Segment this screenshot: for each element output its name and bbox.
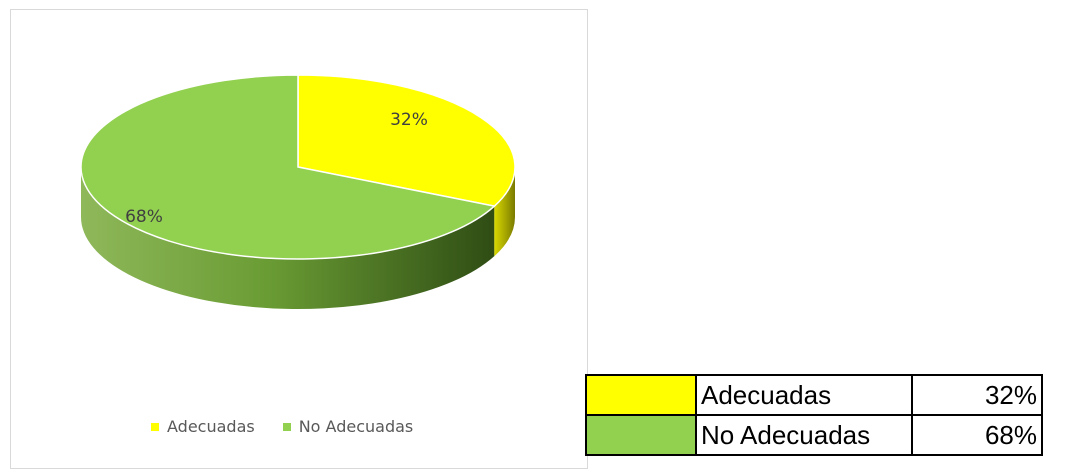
table-label-adecuadas: Adecuadas <box>695 374 913 416</box>
table-swatch-no-adecuadas <box>585 414 697 456</box>
table-label-no-adecuadas: No Adecuadas <box>695 414 913 456</box>
pie-side-green <box>81 167 495 310</box>
legend-swatch-no-adecuadas <box>282 422 291 431</box>
pie-slice-no-adecuadas <box>80 74 496 260</box>
chart-legend: Adecuadas No Adecuadas <box>151 417 441 436</box>
legend-item-no-adecuadas: No Adecuadas <box>282 417 414 436</box>
pie-chart: 32% 68% <box>80 74 516 310</box>
data-label-adecuadas: 32% <box>390 110 428 130</box>
pie-slice-adecuadas <box>297 74 516 207</box>
data-table: Adecuadas 32% No Adecuadas 68% <box>585 374 1043 456</box>
data-label-no-adecuadas: 68% <box>125 207 163 227</box>
pie-side-yellow <box>494 167 515 257</box>
table-value-no-adecuadas: 68% <box>911 414 1043 456</box>
table-row: Adecuadas 32% <box>585 374 1043 416</box>
legend-swatch-adecuadas <box>151 422 159 431</box>
legend-label-adecuadas: Adecuadas <box>167 417 255 436</box>
table-value-adecuadas: 32% <box>911 374 1043 416</box>
legend-label-no-adecuadas: No Adecuadas <box>298 417 414 436</box>
table-swatch-adecuadas <box>585 374 697 416</box>
chart-frame: 32% 68% Adecuadas No Adecuadas <box>10 9 588 469</box>
table-row: No Adecuadas 68% <box>585 414 1043 456</box>
legend-item-adecuadas: Adecuadas <box>151 417 255 436</box>
